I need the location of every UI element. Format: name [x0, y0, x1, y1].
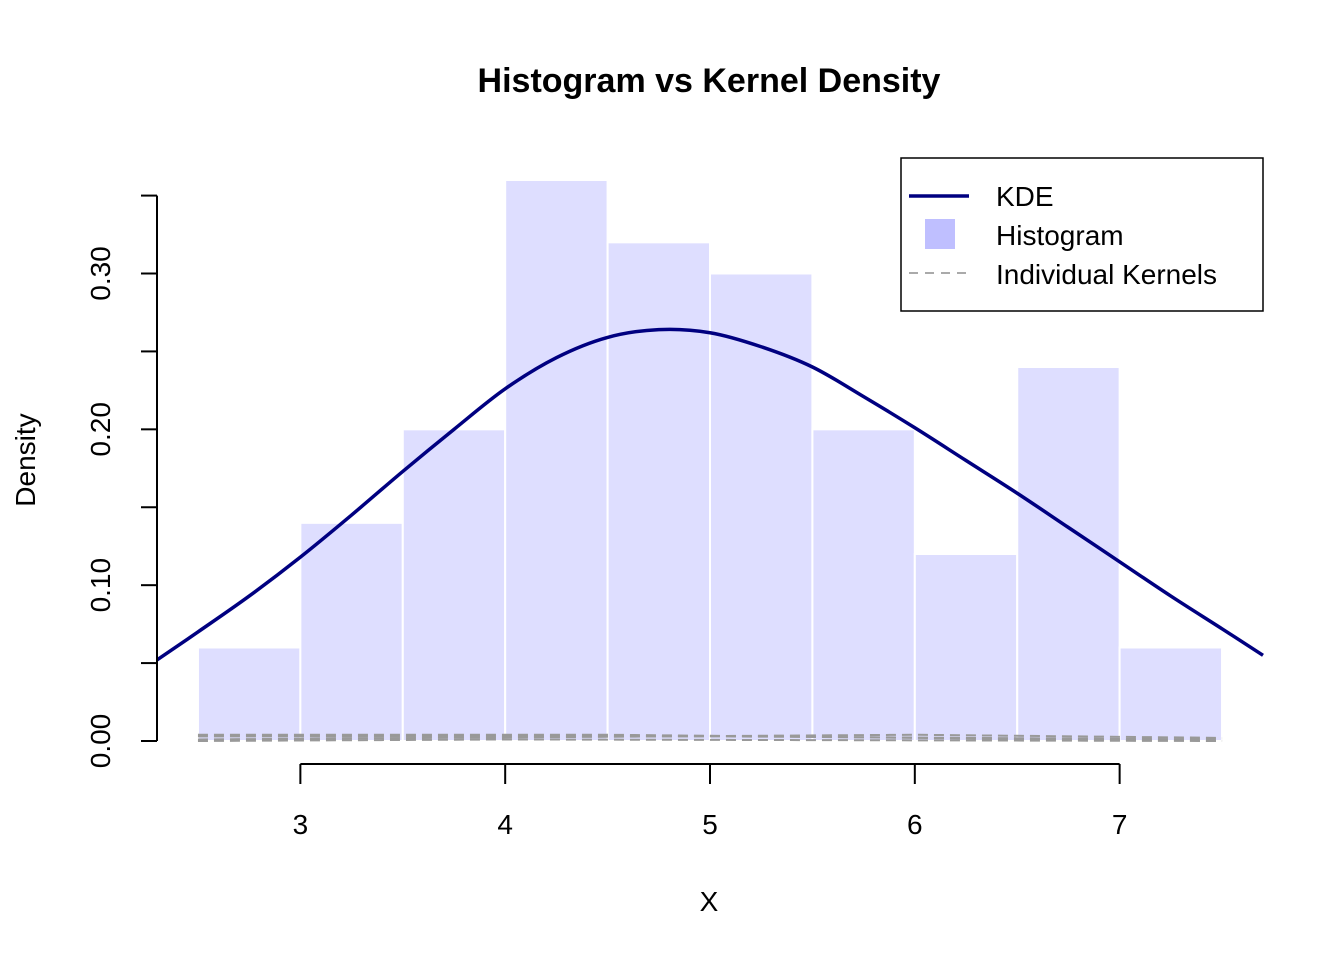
legend-kernels-label: Individual Kernels: [996, 259, 1217, 290]
histogram-bar: [401, 428, 507, 742]
kernel-lines: [197, 733, 1223, 742]
histogram-bar: [913, 553, 1019, 742]
y-tick-label: 0.20: [85, 402, 116, 457]
x-tick-label: 3: [293, 809, 309, 840]
legend-histogram-swatch: [925, 219, 955, 249]
kde-curve-group: [156, 327, 1264, 662]
x-axis-label: X: [700, 886, 719, 917]
chart-title: Histogram vs Kernel Density: [478, 62, 941, 100]
x-tick-label: 6: [907, 809, 923, 840]
legend-histogram-label: Histogram: [996, 220, 1124, 251]
x-tick-label: 7: [1112, 809, 1128, 840]
y-axis: 0.00 0.10 0.20 0.30: [85, 194, 158, 769]
x-axis: 3 4 5 6 7: [293, 763, 1128, 840]
kde-curve: [156, 327, 1264, 662]
y-tick-label: 0.30: [85, 246, 116, 301]
histogram-bar: [196, 646, 302, 742]
kernel-line: [197, 738, 1223, 742]
x-tick-label: 5: [702, 809, 718, 840]
kernel-line: [197, 733, 1223, 741]
y-axis-label: Density: [10, 413, 41, 506]
y-tick-label: 0.00: [85, 714, 116, 769]
histogram-bar: [606, 241, 711, 742]
histogram-bar: [1016, 366, 1121, 742]
histogram-bars: [196, 179, 1224, 742]
histogram-bar: [1118, 646, 1224, 742]
legend-box: [900, 157, 1264, 312]
histogram-bar: [504, 179, 609, 742]
y-tick-label: 0.10: [85, 558, 116, 613]
histogram-bar: [709, 272, 814, 742]
histogram-bar: [299, 521, 404, 742]
histogram-bar: [811, 428, 916, 742]
x-tick-label: 4: [497, 809, 513, 840]
legend-kde-label: KDE: [996, 181, 1054, 212]
legend: KDE Histogram Individual Kernels: [900, 157, 1264, 312]
